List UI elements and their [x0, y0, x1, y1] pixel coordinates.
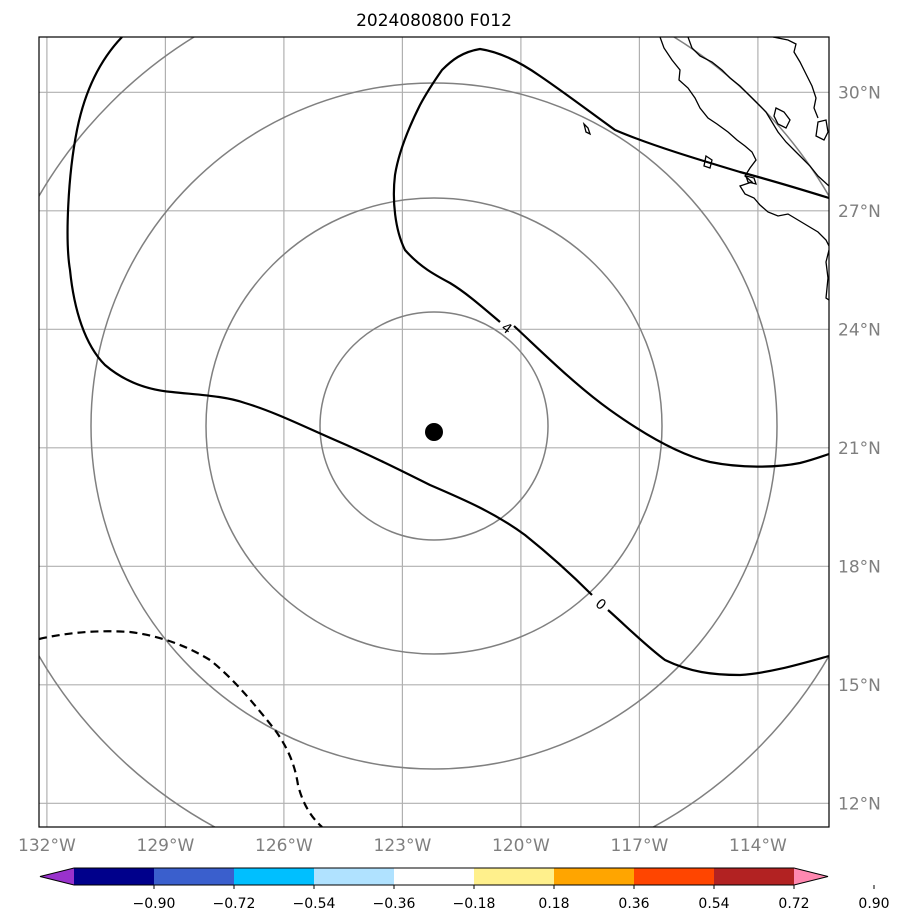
- contour-tongue: [392, 47, 829, 323]
- colorbar-tick-label: −0.36: [373, 896, 416, 912]
- chart-title: 2024080800 F012: [356, 11, 512, 31]
- colorbar-extend-high: [794, 868, 828, 885]
- latitude-tick-label: 12°N: [838, 794, 881, 814]
- colorbar-segment: [74, 868, 155, 885]
- colorbar-tick-label: −0.72: [213, 896, 256, 912]
- gridlines: [39, 37, 829, 827]
- colorbar-tick-label: 0.90: [858, 896, 889, 912]
- longitude-tick-label: 117°W: [611, 836, 669, 856]
- contour-upper-right: [513, 325, 829, 468]
- colorbar-tick-label: 0.72: [778, 896, 809, 912]
- colorbar-tick-label: −0.54: [293, 896, 336, 912]
- range-ring: [319, 311, 549, 541]
- colorbar: −0.90 −0.72 −0.54 −0.36 −0.18 0.18 0.36 0.54 0.7…: [39, 867, 890, 912]
- map-area: 4 0: [39, 37, 829, 827]
- coastline: [582, 37, 829, 301]
- storm-center-marker: [425, 423, 443, 441]
- colorbar-segment: [474, 868, 555, 885]
- contour-lines: [39, 37, 829, 827]
- colorbar-segment: [634, 868, 715, 885]
- colorbar-tick-label: −0.18: [453, 896, 496, 912]
- latitude-tick-label: 24°N: [838, 320, 881, 340]
- latitude-labels: 12°N 15°N 18°N 21°N 24°N 27°N 30°N: [838, 83, 881, 814]
- longitude-tick-label: 126°W: [255, 836, 313, 856]
- colorbar-segment: [314, 868, 395, 885]
- colorbar-tick-label: 0.36: [618, 896, 649, 912]
- colorbar-segment: [554, 868, 635, 885]
- longitude-tick-label: 114°W: [729, 836, 787, 856]
- latitude-tick-label: 30°N: [838, 83, 881, 103]
- longitude-tick-label: 132°W: [18, 836, 76, 856]
- latitude-tick-label: 18°N: [838, 557, 881, 577]
- longitude-labels: 132°W 129°W 126°W 123°W 120°W 117°W 114°W: [18, 836, 787, 856]
- colorbar-tick-label: 0.18: [538, 896, 569, 912]
- contour-dashed: [39, 630, 323, 827]
- colorbar-extend-low: [40, 868, 74, 885]
- colorbar-segment: [234, 868, 315, 885]
- colorbar-outline: [39, 867, 829, 886]
- colorbar-segment: [394, 868, 475, 885]
- longitude-tick-label: 120°W: [492, 836, 550, 856]
- map-frame: [38, 36, 830, 828]
- longitude-tick-label: 123°W: [374, 836, 432, 856]
- latitude-tick-label: 15°N: [838, 676, 881, 696]
- colorbar-segment: [154, 868, 235, 885]
- colorbar-tick-label: 0.54: [698, 896, 729, 912]
- range-ring: [205, 197, 663, 655]
- latitude-tick-label: 27°N: [838, 202, 881, 222]
- latitude-tick-label: 21°N: [838, 439, 881, 459]
- contour-upper: [66, 37, 593, 596]
- longitude-tick-label: 129°W: [137, 836, 195, 856]
- colorbar-segment: [714, 868, 795, 885]
- colorbar-tick-label: −0.90: [133, 896, 176, 912]
- contour-lower-tail: [607, 609, 829, 677]
